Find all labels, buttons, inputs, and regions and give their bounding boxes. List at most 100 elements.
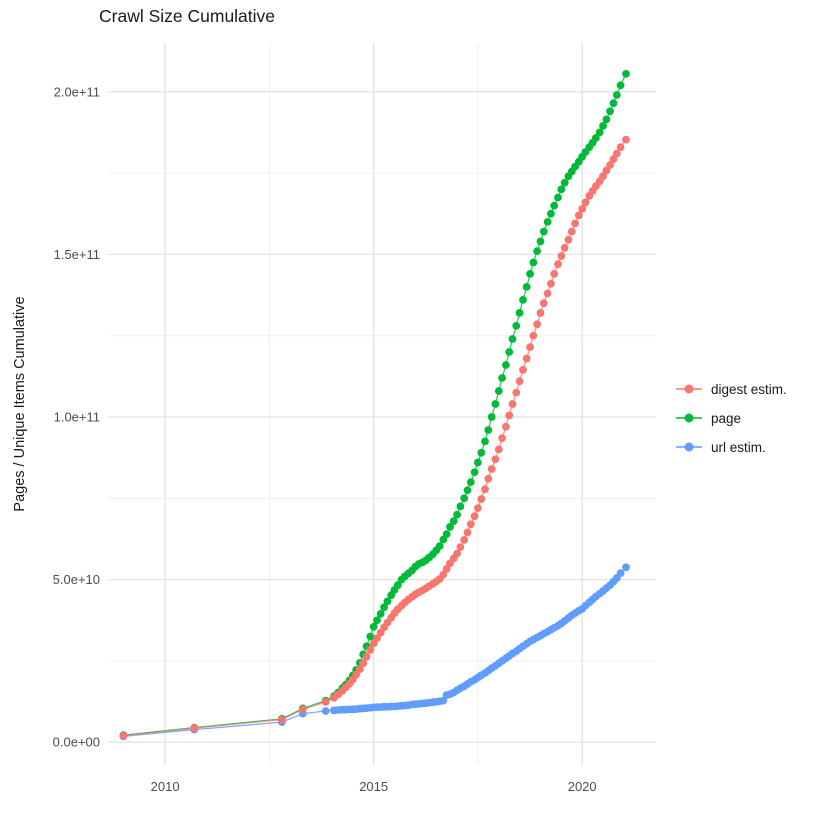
data-point [602,115,611,124]
data-point [470,512,479,521]
legend-key-icon [676,380,702,398]
data-point [498,374,506,382]
data-point [366,646,375,654]
data-point [539,227,548,236]
data-point [477,495,486,503]
data-point [612,91,621,99]
data-point [609,99,618,108]
data-point [557,185,566,194]
y-axis-tick-label: 0.0e+00 [53,735,100,750]
data-point [453,510,461,519]
data-point [602,166,611,175]
data-point [494,387,503,395]
y-axis-tick-label: 2.0e+11 [54,84,100,99]
y-axis-tick-label: 1.5e+11 [54,247,100,262]
data-point [460,494,469,503]
data-point [526,270,534,278]
data-point [491,455,500,464]
data-point [616,143,625,152]
legend-label: url estim. [711,439,766,455]
data-point [278,715,286,724]
data-point [456,502,465,511]
data-point [481,485,489,494]
data-point [376,609,385,618]
data-point [529,331,538,340]
data-point [599,122,607,130]
data-point [578,205,587,213]
data-point [298,705,307,714]
data-point [522,354,531,363]
data-point [446,523,454,531]
data-point [515,377,524,386]
data-point [466,478,475,486]
data-point [560,178,569,187]
data-point [373,634,381,643]
data-point [321,698,330,706]
data-point [352,670,360,679]
data-point [453,549,461,558]
data-point [512,322,521,330]
data-point [369,622,378,631]
x-axis-tick-label: 2015 [359,779,388,794]
data-point [494,445,503,454]
data-point [519,296,527,304]
data-point [536,309,545,317]
data-point [512,388,521,397]
data-point [505,411,514,420]
data-point [470,468,479,477]
y-axis-tick-label: 1.0e+11 [54,410,100,425]
data-point [533,320,541,329]
data-point [543,289,552,298]
data-point [622,135,630,144]
data-point [508,400,517,408]
data-point [547,279,555,288]
data-point [477,448,486,457]
data-point [466,520,475,529]
data-point [564,235,573,244]
data-point [321,707,330,715]
data-point [380,603,388,612]
data-point [393,581,402,590]
data-point [622,70,630,78]
data-point [487,413,496,421]
data-point [557,252,566,260]
data-point [612,149,621,158]
data-point [463,528,472,537]
chart-title: Crawl Size Cumulative [99,6,276,26]
legend-item-digest-estim: digest estim. [676,380,787,398]
data-point [560,244,569,252]
data-point [190,724,199,733]
data-point [439,570,448,579]
legend-key-icon [676,409,702,427]
data-point [543,218,552,226]
x-axis-tick-label: 2020 [568,779,597,794]
data-point [502,422,510,431]
data-point [539,299,548,308]
legend: digest estim. page url estim. [676,380,787,456]
data-point [484,474,493,483]
data-point [550,201,559,210]
data-point [456,543,465,551]
data-point [616,569,625,577]
data-point [529,258,538,267]
data-point [592,134,600,142]
data-point [119,731,128,740]
legend-key-icon [676,438,702,456]
data-point [474,504,482,512]
data-point [449,517,458,525]
data-point [581,198,590,207]
data-point [484,426,493,434]
data-point [595,128,604,137]
data-point [373,616,381,625]
data-point [498,434,506,442]
legend-item-url-estim: url estim. [676,438,787,456]
legend-label: digest estim. [711,381,787,397]
data-point [487,465,496,473]
data-point [571,219,579,228]
y-axis-tick-label: 5.0e+10 [53,572,100,587]
data-point [481,437,489,446]
data-point [536,237,545,246]
data-point [491,400,500,408]
data-point [606,161,614,169]
